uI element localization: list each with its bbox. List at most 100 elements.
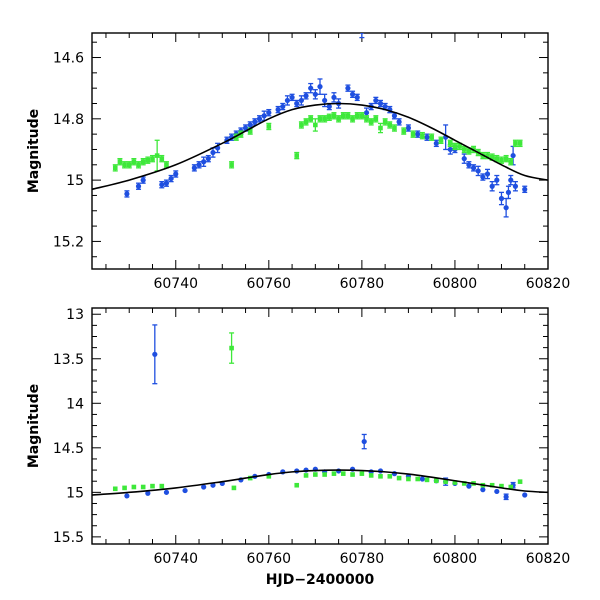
- data-point-green: [112, 164, 118, 172]
- point-marker: [443, 479, 448, 484]
- data-point-blue: [354, 93, 360, 102]
- point-marker: [387, 474, 393, 479]
- data-point-green: [359, 112, 365, 120]
- data-point-blue: [331, 92, 337, 103]
- data-point-green: [294, 482, 300, 488]
- data-point-blue: [480, 487, 486, 493]
- data-point-blue: [349, 90, 356, 99]
- point-marker: [494, 156, 500, 161]
- point-marker: [368, 119, 374, 125]
- point-marker: [508, 484, 514, 490]
- point-marker: [498, 195, 505, 202]
- data-point-green: [410, 130, 416, 138]
- point-marker: [517, 141, 523, 146]
- point-marker: [112, 486, 118, 492]
- x-tick-label: 60780: [340, 276, 385, 292]
- point-marker: [466, 148, 472, 154]
- point-marker: [256, 116, 263, 122]
- point-marker: [312, 91, 318, 97]
- point-marker: [150, 483, 155, 489]
- data-point-green: [231, 485, 237, 491]
- point-marker: [350, 472, 355, 477]
- point-marker: [303, 473, 309, 478]
- point-marker: [173, 171, 179, 177]
- point-marker: [406, 476, 411, 482]
- point-marker: [349, 91, 356, 97]
- point-marker: [182, 487, 188, 494]
- data-point-blue: [475, 165, 481, 177]
- data-point-green: [387, 474, 393, 479]
- data-point-blue: [494, 488, 500, 495]
- point-marker: [164, 162, 169, 168]
- data-point-green: [112, 486, 118, 492]
- point-marker: [461, 156, 467, 162]
- data-point-green: [308, 115, 314, 123]
- data-point-green: [503, 154, 509, 163]
- data-point-blue: [345, 84, 351, 92]
- point-marker: [242, 125, 249, 131]
- point-marker: [494, 488, 500, 495]
- y-tick-label: 15: [66, 173, 84, 189]
- data-point-green: [438, 136, 444, 144]
- point-marker: [201, 159, 207, 165]
- point-marker: [294, 100, 300, 107]
- y-tick-label: 13.5: [53, 352, 84, 368]
- data-point-blue: [466, 483, 472, 489]
- point-marker: [233, 134, 239, 140]
- data-point-green: [447, 139, 453, 148]
- data-point-green: [317, 115, 323, 123]
- data-point-blue: [303, 92, 309, 100]
- data-point-blue: [135, 182, 142, 190]
- point-marker: [317, 84, 323, 90]
- point-marker: [457, 144, 462, 149]
- data-point-blue: [466, 161, 472, 169]
- data-point-green: [140, 158, 146, 166]
- point-marker: [163, 180, 170, 186]
- data-point-green: [368, 473, 374, 478]
- point-marker: [396, 119, 402, 125]
- point-marker: [396, 475, 402, 481]
- point-marker: [363, 110, 370, 116]
- point-marker: [424, 477, 430, 483]
- data-point-blue: [298, 95, 304, 106]
- data-point-green: [512, 139, 518, 148]
- data-point-green: [298, 121, 304, 129]
- point-marker: [191, 165, 197, 171]
- data-point-green: [331, 112, 337, 120]
- point-marker: [475, 168, 481, 174]
- point-marker: [378, 125, 383, 131]
- point-marker: [522, 492, 528, 498]
- point-marker: [124, 493, 130, 499]
- point-marker: [145, 157, 151, 163]
- plot-frame: [91, 307, 549, 545]
- data-point-blue: [470, 164, 477, 172]
- data-point-blue: [252, 118, 258, 126]
- point-marker: [231, 485, 237, 491]
- point-marker: [336, 468, 342, 474]
- data-point-blue: [361, 433, 367, 450]
- point-marker: [112, 165, 118, 171]
- point-marker: [392, 125, 397, 131]
- point-marker: [313, 472, 318, 477]
- point-marker: [229, 345, 234, 351]
- x-tick-label: 60800: [433, 276, 478, 292]
- point-marker: [373, 116, 379, 122]
- data-point-blue: [173, 170, 179, 178]
- point-marker: [359, 113, 365, 119]
- data-point-green: [229, 332, 235, 364]
- data-point-blue: [443, 124, 449, 151]
- data-point-blue: [317, 78, 323, 95]
- y-axis-title: Magnitude: [26, 109, 42, 193]
- point-marker: [294, 482, 300, 488]
- data-point-green: [159, 483, 165, 489]
- data-point-blue: [433, 139, 439, 148]
- data-point-blue: [505, 185, 512, 200]
- data-point-blue: [205, 154, 211, 163]
- point-marker: [415, 476, 421, 482]
- data-point-green: [322, 472, 327, 477]
- data-point-green: [508, 158, 514, 166]
- data-point-green: [373, 115, 379, 123]
- data-point-blue: [312, 89, 318, 100]
- data-point-green: [266, 474, 272, 479]
- data-point-blue: [140, 176, 146, 184]
